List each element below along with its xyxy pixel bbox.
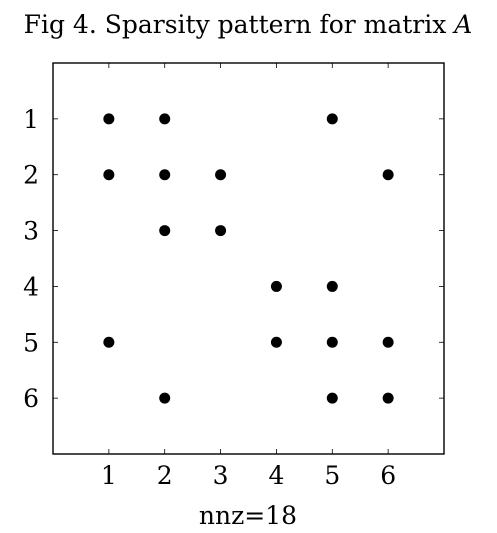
nonzero-entry-point bbox=[103, 169, 115, 181]
x-tick-label: 3 bbox=[213, 461, 229, 490]
x-tick-label: 2 bbox=[157, 461, 173, 490]
plot-frame bbox=[52, 62, 445, 455]
nonzero-entry-point bbox=[270, 280, 282, 292]
nonzero-entry-point bbox=[326, 280, 338, 292]
axis-ticks bbox=[53, 63, 444, 454]
x-tick-label: 1 bbox=[101, 461, 117, 490]
nonzero-entry-point bbox=[326, 392, 338, 404]
nonzero-entry-point bbox=[159, 225, 171, 237]
chart-title-text: Fig 4. Sparsity pattern for matrix bbox=[24, 10, 455, 39]
nonzero-entry-point bbox=[159, 113, 171, 125]
nonzero-entry-point bbox=[382, 392, 394, 404]
nonzero-entry-point bbox=[382, 169, 394, 181]
chart-title: Fig 4. Sparsity pattern for matrix A bbox=[24, 10, 473, 39]
y-tick-label: 5 bbox=[23, 328, 39, 357]
nonzero-entry-point bbox=[215, 225, 227, 237]
nonzero-entry-point bbox=[326, 113, 338, 125]
nonzero-entry-point bbox=[159, 169, 171, 181]
nonzero-entry-point bbox=[270, 336, 282, 348]
y-tick-label: 4 bbox=[23, 272, 39, 301]
nonzero-entry-point bbox=[159, 392, 171, 404]
chart-title-matrix-symbol: A bbox=[452, 10, 472, 39]
nonzero-entry-point bbox=[103, 113, 115, 125]
nonzero-entry-point bbox=[382, 336, 394, 348]
y-tick-label: 6 bbox=[23, 384, 39, 413]
data-points bbox=[103, 113, 394, 404]
x-tick-label: 5 bbox=[324, 461, 340, 490]
y-tick-label: 1 bbox=[23, 105, 39, 134]
nonzero-entry-point bbox=[215, 169, 227, 181]
x-tick-label: 4 bbox=[268, 461, 284, 490]
x-tick-label: 6 bbox=[380, 461, 396, 490]
nonzero-entry-point bbox=[103, 336, 115, 348]
y-tick-label: 2 bbox=[23, 161, 39, 190]
nonzero-entry-point bbox=[326, 336, 338, 348]
axis-tick-labels: 1 2 3 4 5 6 1 2 3 4 5 6 bbox=[23, 105, 396, 490]
x-axis-label: nnz=18 bbox=[199, 501, 297, 530]
y-tick-label: 3 bbox=[23, 217, 39, 246]
